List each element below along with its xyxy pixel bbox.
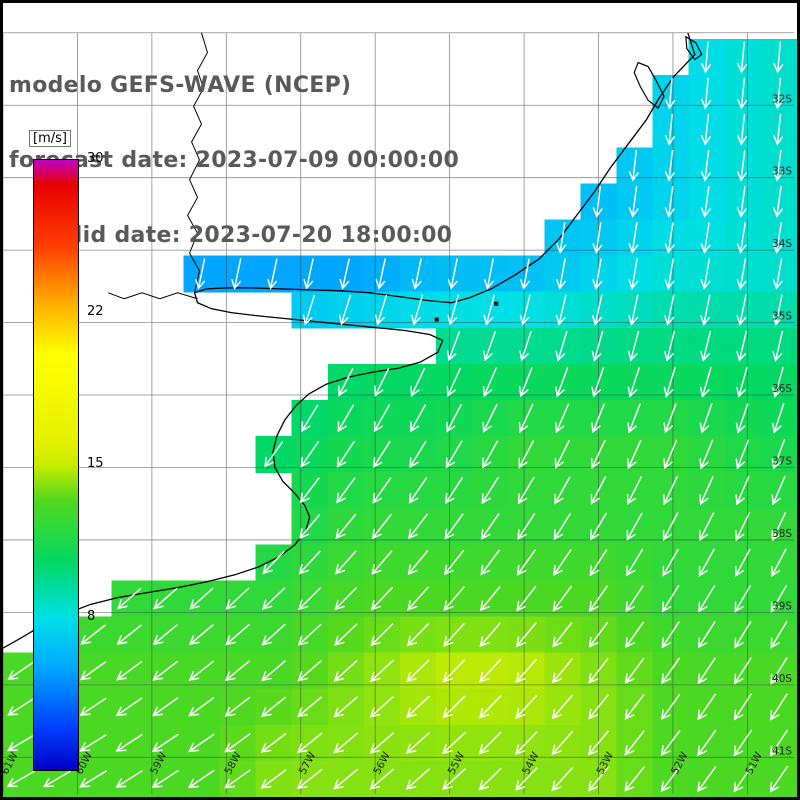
wind-direction-arrows [6, 41, 789, 793]
lat-tick-label: 32S [772, 93, 792, 105]
river-line [108, 292, 198, 300]
lagoon-outline [633, 61, 665, 110]
lat-tick-label: 38S [772, 528, 792, 540]
river-line [187, 32, 208, 293]
lat-tick-label: 33S [772, 166, 792, 178]
lat-tick-label: 40S [772, 673, 792, 685]
lat-tick-label: 34S [772, 238, 792, 250]
colorbar-tick-label: 15 [87, 456, 104, 471]
lat-tick-label: 36S [772, 383, 792, 395]
coastline [3, 32, 696, 649]
colorbar-tick-label: 8 [87, 608, 96, 624]
colorbar-tick-label: 30 [87, 151, 104, 166]
colorbar-tick-label: 22 [87, 303, 104, 319]
colorbar-gradient [33, 159, 79, 771]
city-marker [434, 317, 439, 322]
colorbar-units-label: [m/s] [29, 130, 71, 147]
valid-date-label: valid date: 2023-07-20 18:00:00 [45, 223, 453, 248]
lat-tick-label: 35S [772, 311, 792, 323]
model-title: modelo GEFS-WAVE (NCEP) [9, 73, 352, 98]
map-header: modelo GEFS-WAVE (NCEP) forecast date: 2… [9, 23, 459, 298]
lat-tick-label: 37S [772, 456, 792, 468]
city-marker [494, 301, 499, 306]
lagoon-outline [685, 35, 703, 61]
lat-tick-label: 39S [772, 600, 792, 612]
colorbar: [m/s] 30 22 15 8 [29, 127, 139, 771]
lat-tick-label: 41S [772, 745, 792, 757]
